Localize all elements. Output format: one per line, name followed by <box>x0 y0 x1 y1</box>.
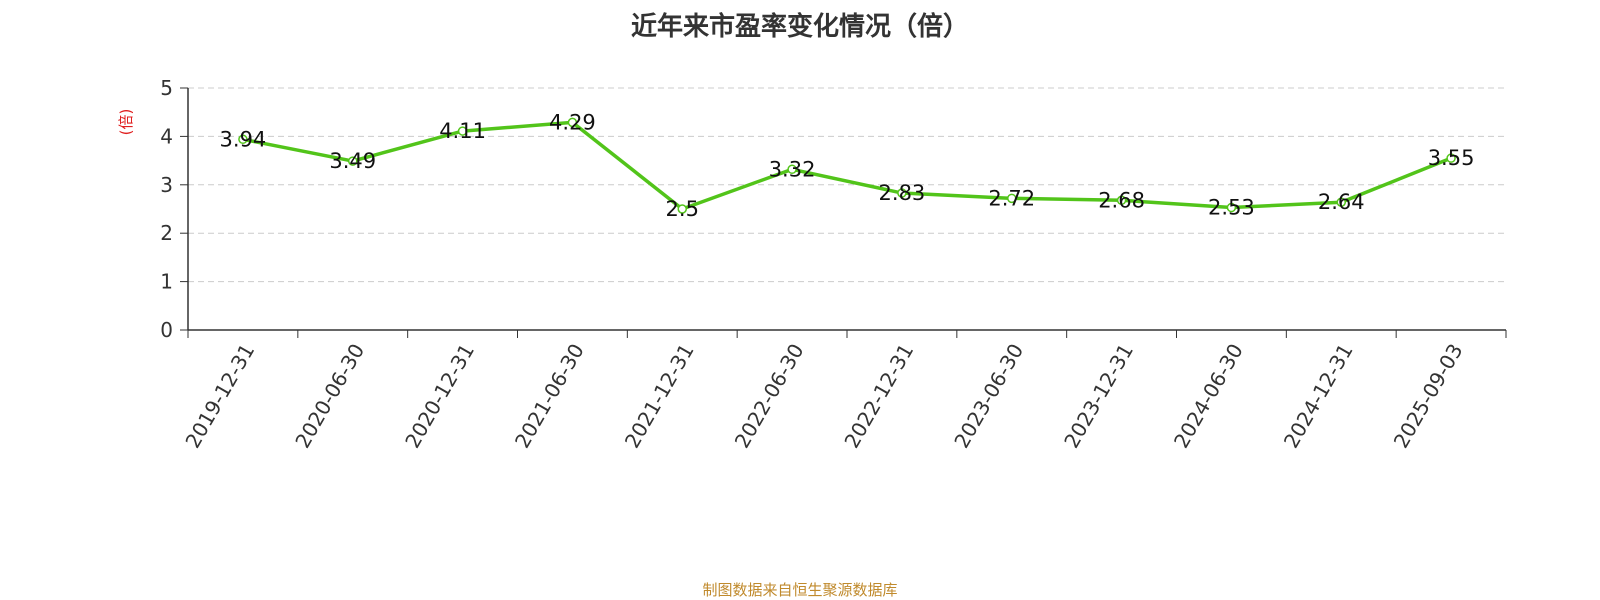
data-label: 4.29 <box>549 110 596 134</box>
data-label: 3.32 <box>769 157 816 181</box>
y-tick-label: 1 <box>160 270 173 294</box>
data-point <box>1007 193 1017 204</box>
y-tick-label: 0 <box>160 318 173 342</box>
data-point <box>1446 153 1456 163</box>
source-footnote: 制图数据来自恒生聚源数据库 <box>702 581 898 599</box>
x-tick-label: 2020-06-30 <box>290 340 369 453</box>
x-tick-label: 2023-12-31 <box>1059 340 1138 453</box>
data-label: 3.55 <box>1428 146 1475 170</box>
data-label: 2.64 <box>1318 190 1365 214</box>
y-tick-label: 2 <box>160 221 173 245</box>
data-point <box>897 188 907 198</box>
data-point <box>787 164 797 175</box>
data-point <box>567 117 578 128</box>
data-label: 3.49 <box>329 149 376 173</box>
data-point <box>1336 197 1346 207</box>
series-line <box>242 120 1452 211</box>
data-point <box>1226 202 1237 213</box>
x-tick-label: 2022-06-30 <box>730 340 809 453</box>
x-tick-label: 2019-12-31 <box>180 340 259 453</box>
data-label: 2.5 <box>666 197 699 221</box>
data-label: 3.94 <box>220 127 267 151</box>
x-tick-label: 2024-06-30 <box>1169 340 1248 453</box>
data-label: 4.11 <box>439 119 486 143</box>
data-label: 2.72 <box>988 186 1035 210</box>
y-tick-label: 5 <box>160 76 173 100</box>
data-point <box>348 156 358 166</box>
y-tick-label: 3 <box>160 173 173 197</box>
data-point <box>457 126 468 136</box>
x-tick-label: 2025-09-03 <box>1389 340 1468 453</box>
x-tick-label: 2020-12-31 <box>400 340 479 453</box>
x-tick-label: 2023-06-30 <box>949 340 1028 453</box>
x-tick-label: 2022-12-31 <box>839 340 918 453</box>
data-label: 2.83 <box>879 181 926 205</box>
chart-title: 近年来市盈率变化情况（倍） <box>630 12 969 42</box>
data-point <box>677 204 687 214</box>
series-line-layer <box>238 117 1456 214</box>
data-label: 2.53 <box>1208 196 1255 220</box>
y-tick-label: 4 <box>160 124 173 148</box>
data-label: 2.68 <box>1098 188 1145 212</box>
data-point <box>238 134 248 145</box>
x-tick-label: 2021-06-30 <box>510 340 589 453</box>
y-axis-title: (倍) <box>117 109 135 136</box>
grid-lines <box>188 87 1506 283</box>
data-labels: 3.94 3.49 4.11 4.29 2.5 3.32 2.83 2.72 2.68 2.53 2… <box>220 110 1475 221</box>
x-tick-label: 2024-12-31 <box>1279 340 1358 453</box>
data-point <box>1116 195 1127 206</box>
axes: 0 1 2 3 4 5 2019-12-31 2020-06-30 2020-12-31 2021… <box>160 76 1507 453</box>
x-tick-label: 2021-12-31 <box>620 340 699 453</box>
